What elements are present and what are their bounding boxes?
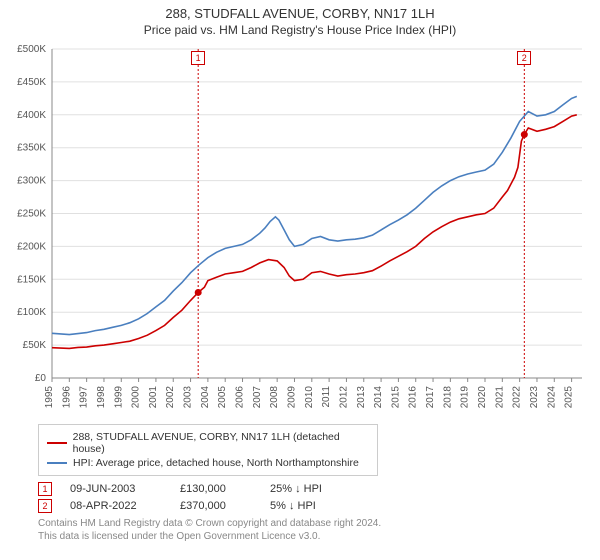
svg-text:1996: 1996: [61, 386, 72, 409]
svg-text:2023: 2023: [529, 386, 540, 409]
svg-text:£400K: £400K: [17, 110, 46, 121]
svg-text:£350K: £350K: [17, 143, 46, 154]
svg-text:2003: 2003: [183, 386, 194, 409]
svg-text:2011: 2011: [321, 386, 332, 408]
title-block: 288, STUDFALL AVENUE, CORBY, NN17 1LH Pr…: [8, 6, 592, 37]
svg-text:2020: 2020: [477, 386, 488, 409]
sale-price: £130,000: [180, 483, 270, 495]
svg-text:£0: £0: [35, 373, 47, 384]
chart-container: 288, STUDFALL AVENUE, CORBY, NN17 1LH Pr…: [0, 0, 600, 547]
sale-date: 09-JUN-2003: [70, 483, 180, 495]
svg-text:2009: 2009: [286, 386, 297, 409]
svg-text:2024: 2024: [546, 386, 557, 409]
chart-marker-box: 1: [191, 51, 205, 65]
svg-text:2013: 2013: [356, 386, 367, 409]
svg-text:2015: 2015: [390, 386, 401, 409]
svg-text:£250K: £250K: [17, 209, 46, 220]
sale-row: 2 08-APR-2022£370,0005% ↓ HPI: [38, 499, 592, 513]
legend-row: 288, STUDFALL AVENUE, CORBY, NN17 1LH (d…: [47, 431, 369, 455]
svg-text:£100K: £100K: [17, 307, 46, 318]
legend-swatch: [47, 462, 67, 464]
svg-text:£150K: £150K: [17, 274, 46, 285]
svg-text:2007: 2007: [252, 386, 263, 409]
legend-label: HPI: Average price, detached house, Nort…: [73, 457, 359, 469]
svg-text:1995: 1995: [44, 386, 55, 409]
svg-text:2001: 2001: [148, 386, 159, 409]
sale-delta: 5% ↓ HPI: [270, 500, 370, 512]
legend: 288, STUDFALL AVENUE, CORBY, NN17 1LH (d…: [38, 424, 378, 476]
svg-text:2022: 2022: [512, 386, 523, 409]
svg-text:2021: 2021: [494, 386, 505, 409]
footer-line2: This data is licensed under the Open Gov…: [38, 530, 592, 543]
svg-text:2012: 2012: [338, 386, 349, 409]
chart-marker-box: 2: [517, 51, 531, 65]
svg-text:£300K: £300K: [17, 176, 46, 187]
sale-price: £370,000: [180, 500, 270, 512]
svg-text:2014: 2014: [373, 386, 384, 409]
chart-area: £0 £50K £100K £150K £200K £250K £300K £350K £400…: [8, 43, 592, 418]
subtitle: Price paid vs. HM Land Registry's House …: [8, 23, 592, 37]
svg-text:2006: 2006: [235, 386, 246, 409]
svg-text:1998: 1998: [96, 386, 107, 409]
svg-text:1999: 1999: [113, 386, 124, 409]
legend-row: HPI: Average price, detached house, Nort…: [47, 457, 369, 469]
legend-swatch: [47, 442, 67, 444]
sale-delta: 25% ↓ HPI: [270, 483, 370, 495]
svg-text:£500K: £500K: [17, 44, 46, 55]
svg-text:£450K: £450K: [17, 77, 46, 88]
svg-text:2016: 2016: [408, 386, 419, 409]
svg-text:2010: 2010: [304, 386, 315, 409]
chart-svg: £0 £50K £100K £150K £200K £250K £300K £350K £400…: [8, 43, 592, 418]
sale-marker-box: 2: [38, 499, 52, 513]
svg-text:£50K: £50K: [23, 340, 47, 351]
svg-text:2005: 2005: [217, 386, 228, 409]
footer-line1: Contains HM Land Registry data © Crown c…: [38, 517, 592, 530]
svg-text:2025: 2025: [564, 386, 575, 409]
sales-table: 1 09-JUN-2003£130,00025% ↓ HPI 2 08-APR-202…: [38, 482, 592, 513]
svg-text:2004: 2004: [200, 386, 211, 409]
svg-text:2000: 2000: [131, 386, 142, 409]
svg-text:2008: 2008: [269, 386, 280, 409]
footer-attribution: Contains HM Land Registry data © Crown c…: [38, 517, 592, 543]
legend-label: 288, STUDFALL AVENUE, CORBY, NN17 1LH (d…: [73, 431, 369, 455]
sale-row: 1 09-JUN-2003£130,00025% ↓ HPI: [38, 482, 592, 496]
svg-text:£200K: £200K: [17, 241, 46, 252]
svg-text:2002: 2002: [165, 386, 176, 409]
svg-text:2018: 2018: [442, 386, 453, 409]
svg-text:1997: 1997: [79, 386, 90, 409]
sale-date: 08-APR-2022: [70, 500, 180, 512]
svg-text:2019: 2019: [460, 386, 471, 409]
svg-text:2017: 2017: [425, 386, 436, 409]
address-title: 288, STUDFALL AVENUE, CORBY, NN17 1LH: [8, 6, 592, 21]
sale-marker-box: 1: [38, 482, 52, 496]
